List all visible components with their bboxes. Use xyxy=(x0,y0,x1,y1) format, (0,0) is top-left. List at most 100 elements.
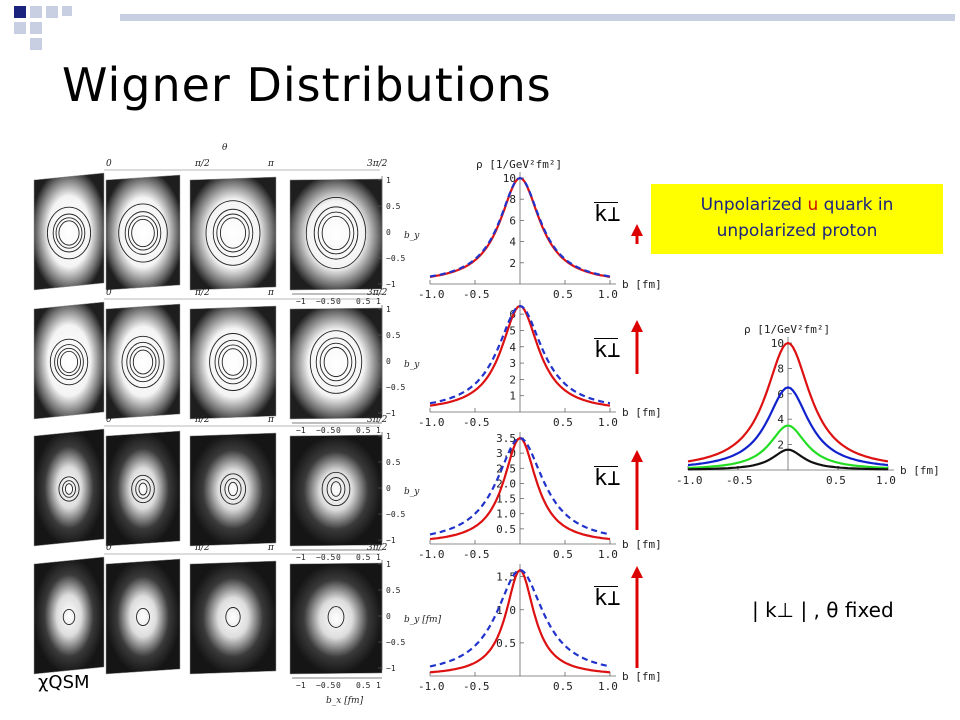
contour-line xyxy=(136,608,150,627)
by-tick-label: 0.5 xyxy=(386,586,401,595)
contour-line xyxy=(327,606,345,628)
contour-panel xyxy=(105,303,181,420)
fixed-label: | k⊥ | , θ fixed xyxy=(752,598,894,622)
by-tick-label: −0.5 xyxy=(386,383,405,392)
contour-surface xyxy=(105,174,181,291)
contour-line xyxy=(219,217,247,249)
x-tick-label: -0.5 xyxy=(463,416,490,429)
x-axis-label: b [fm] xyxy=(622,278,662,291)
k-perp-arrow xyxy=(631,566,643,668)
x-tick-label: -1.0 xyxy=(418,416,445,429)
contour-line xyxy=(212,208,254,258)
chart-series-line xyxy=(429,436,611,541)
caption-quark: u xyxy=(807,195,819,215)
theta-tick-label: π xyxy=(267,288,275,298)
contour-line xyxy=(214,339,252,385)
theta-tick-label: π xyxy=(267,415,275,425)
contour-surface xyxy=(33,428,105,547)
contour-line xyxy=(46,206,92,260)
x-axis-label: b [fm] xyxy=(622,406,662,419)
contour-panel xyxy=(189,176,277,291)
line-chart: -1.0 -0.5 0.5 1.0b [fm]0.51.01.52.02.53.03.… xyxy=(418,432,662,561)
y-tick-label: 1 xyxy=(509,390,516,403)
contour-line xyxy=(205,200,261,266)
contour-panel xyxy=(33,301,105,420)
theta-tick-label: π xyxy=(267,543,275,553)
by-tick-label: 1 xyxy=(386,432,391,441)
y-tick-label: 1.5 xyxy=(496,493,516,506)
theta-tick-label: 0 xyxy=(106,159,112,169)
by-tick-label: 0 xyxy=(386,612,391,621)
x-axis-label: b [fm] xyxy=(622,670,662,683)
y-tick-label: 5 xyxy=(509,324,516,337)
by-tick-label: −0.5 xyxy=(386,254,405,263)
contour-panel xyxy=(289,178,383,291)
bx-tick-label: 0 xyxy=(336,553,341,562)
bx-tick-label: 1 xyxy=(376,297,381,306)
contour-line xyxy=(54,344,84,380)
y-tick-label: 3 xyxy=(509,357,516,370)
contour-panel xyxy=(289,562,383,675)
y-tick-label: 2 xyxy=(509,373,516,386)
by-tick-label: 1 xyxy=(386,560,391,569)
y-tick-label: 2.0 xyxy=(496,477,516,490)
contour-line xyxy=(221,348,245,376)
contour-line xyxy=(129,346,157,378)
x-tick-label: 0.5 xyxy=(553,288,573,301)
x-tick-label: 1.0 xyxy=(876,474,896,487)
line-chart: -1.0 -0.5 0.5 1.0b [fm]0.51.01.5 xyxy=(418,564,662,693)
contour-line xyxy=(317,211,355,255)
contour-panel xyxy=(33,172,105,291)
y-tick-label: 2 xyxy=(509,257,516,270)
theta-tick-label: 3π/2 xyxy=(367,543,388,553)
x-tick-label: -1.0 xyxy=(418,680,445,693)
x-tick-label: 0.5 xyxy=(826,474,846,487)
by-axis-title: b_y [fm] xyxy=(404,615,442,625)
y-tick-label: 4 xyxy=(509,236,516,249)
x-tick-label: 0.5 xyxy=(553,680,573,693)
contour-line xyxy=(131,218,155,248)
x-tick-label: 0.5 xyxy=(553,548,573,561)
theta-tick-label: π/2 xyxy=(194,543,210,553)
bx-tick-label: −0.5 xyxy=(316,553,335,562)
contour-line xyxy=(330,481,342,497)
model-label: χQSM xyxy=(38,672,90,693)
contour-line xyxy=(49,338,89,386)
chart-series-line xyxy=(429,304,611,405)
by-axis-title: b_y xyxy=(404,487,420,497)
bx-tick-label: −1 xyxy=(296,426,306,435)
by-tick-label: −0.5 xyxy=(386,638,405,647)
contour-panel xyxy=(289,434,383,547)
contour-surface xyxy=(105,303,181,420)
k-perp-text: k⊥ xyxy=(594,338,621,363)
contour-line xyxy=(323,346,349,378)
chart-series-line xyxy=(429,176,611,278)
theta-tick-label: π/2 xyxy=(194,288,210,298)
theta-tick-label: π/2 xyxy=(194,415,210,425)
contour-line xyxy=(321,215,351,251)
by-tick-label: 0.5 xyxy=(386,331,401,340)
contour-line xyxy=(138,482,148,496)
by-tick-label: −1 xyxy=(386,280,396,289)
by-axis-title: b_y xyxy=(404,360,420,370)
chart-title: ρ [1/GeV²fm²] xyxy=(476,158,562,171)
y-tick-label: 8 xyxy=(777,362,784,375)
contour-line xyxy=(209,333,257,391)
x-tick-label: -1.0 xyxy=(418,548,445,561)
x-tick-label: 1.0 xyxy=(598,288,618,301)
by-tick-label: 0 xyxy=(386,357,391,366)
bx-tick-label: −1 xyxy=(296,553,306,562)
contour-line xyxy=(62,608,76,626)
y-tick-label: 2 xyxy=(777,439,784,452)
contour-line xyxy=(216,213,250,253)
k-perp-arrow xyxy=(631,450,643,530)
theta-tick-label: 0 xyxy=(106,288,112,298)
k-perp-label-1: k⊥ xyxy=(594,202,621,227)
caption-box: Unpolarized u quark in unpolarized proto… xyxy=(651,184,943,254)
x-tick-label: -1.0 xyxy=(676,474,703,487)
contour-line xyxy=(121,335,165,389)
contour-line xyxy=(132,349,154,375)
contour-line xyxy=(224,478,242,500)
